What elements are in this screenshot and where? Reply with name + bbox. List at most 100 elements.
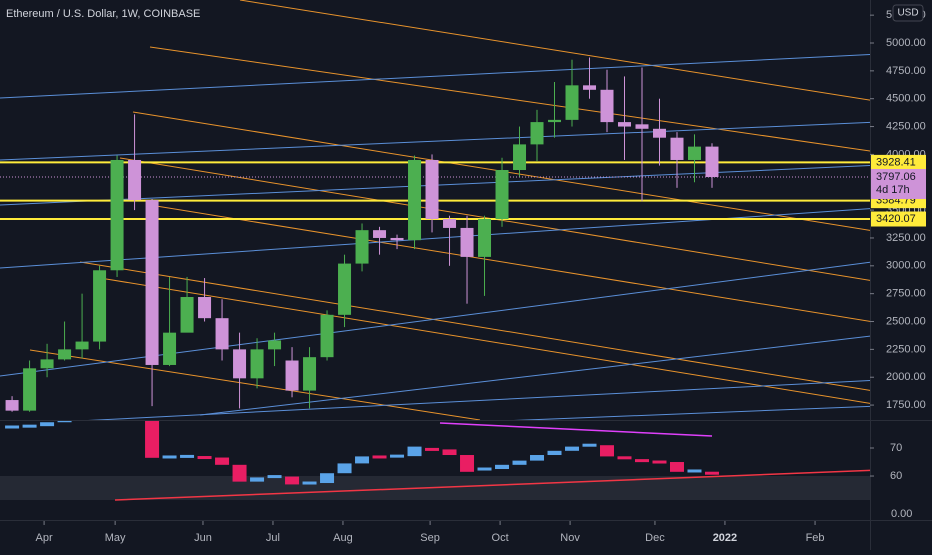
indicator-block: [372, 455, 387, 459]
indicator-block: [704, 471, 719, 475]
candle-body: [705, 146, 719, 178]
indicator-block: [5, 425, 20, 429]
candle-body: [443, 219, 457, 228]
indicator-block: [232, 464, 247, 482]
x-tick-label: Dec: [645, 532, 665, 544]
indicator-block: [547, 450, 562, 456]
x-tick-label: Jul: [266, 532, 280, 544]
indicator-block: [390, 454, 405, 458]
indicator-block: [407, 446, 422, 457]
trend-line: [0, 53, 870, 99]
x-tick-label: Feb: [806, 532, 825, 544]
indicator-block: [582, 443, 597, 447]
indicator-block: [75, 406, 89, 412]
candle-body: [5, 400, 19, 411]
candle-body: [75, 341, 89, 350]
indicator-block: [687, 469, 702, 473]
trend-line: [149, 204, 870, 322]
candle-body: [40, 359, 54, 369]
candle-body: [93, 270, 107, 342]
candle-body: [145, 200, 159, 365]
candle-body: [338, 263, 352, 315]
indicator-block: [512, 460, 527, 465]
price-pane: [0, 0, 870, 420]
candle-body: [355, 230, 369, 264]
indicator-tick-label: 70: [890, 442, 902, 454]
indicator-trend: [114, 469, 870, 501]
candle-body: [233, 349, 247, 379]
indicator-block: [652, 460, 667, 464]
price-badge: [871, 154, 926, 170]
indicator-block: [215, 457, 230, 465]
candle-body: [530, 122, 544, 145]
candle-body: [373, 230, 387, 238]
price-badge-label: 3928.41: [876, 156, 916, 168]
indicator-block: [128, 392, 142, 398]
indicator-block: [180, 454, 195, 458]
x-tick-label: 2022: [713, 532, 737, 544]
candle-body: [163, 332, 177, 365]
candle-body: [635, 124, 649, 129]
candle-body: [565, 85, 579, 120]
indicator-block: [617, 456, 632, 460]
indicator-block: [40, 422, 55, 427]
candle-body: [478, 219, 492, 257]
candle-body: [285, 360, 299, 391]
indicator-block: [355, 456, 370, 464]
trend-line: [239, 0, 870, 101]
candle-body: [58, 349, 72, 360]
y-tick-label: 4750.00: [886, 65, 926, 77]
y-tick-label: 3000.00: [886, 260, 926, 272]
y-tick-label: 5000.00: [886, 37, 926, 49]
y-tick-label: 2000.00: [886, 371, 926, 383]
x-tick-label: Apr: [36, 532, 53, 544]
x-tick-label: Sep: [420, 532, 440, 544]
candle-body: [460, 227, 474, 257]
trend-lines: [0, 0, 870, 420]
indicator-tick-label: 60: [890, 470, 902, 482]
indicator-trend: [439, 422, 713, 437]
candle-body: [180, 297, 194, 333]
candle-body: [652, 128, 666, 138]
x-tick-label: Aug: [333, 532, 353, 544]
last-price-badge: [871, 169, 926, 200]
candle-body: [495, 170, 509, 220]
indicator-block: [145, 421, 160, 458]
y-tick-label: 4500.00: [886, 93, 926, 105]
candle-body: [215, 318, 229, 350]
candle-body: [23, 368, 37, 411]
indicator-block: [495, 464, 510, 470]
candle-body: [618, 122, 632, 127]
trend-line: [0, 121, 870, 161]
currency-badge: [892, 4, 924, 22]
candle-body: [128, 159, 142, 201]
candle-body: [600, 89, 614, 123]
y-tick-label: 2500.00: [886, 315, 926, 327]
x-tick-label: Oct: [492, 532, 509, 544]
axes: 70 60 1750.00 2000.00 2250.00 2500.00 2750.00 3…: [36, 4, 926, 544]
candle-body: [268, 340, 282, 350]
indicator-block: [93, 400, 107, 406]
indicator-block: [302, 481, 317, 485]
trend-line: [99, 277, 870, 404]
x-tick-label: Nov: [560, 532, 580, 544]
candle-body: [513, 144, 527, 171]
y-tick-label: 1750.00: [886, 399, 926, 411]
indicator-block: [337, 463, 352, 474]
candle-body: [548, 119, 562, 123]
indicator-block: [460, 455, 475, 472]
candle-body: [303, 357, 317, 391]
candle-body: [198, 297, 212, 319]
trend-line: [0, 164, 870, 206]
trend-line: [87, 380, 870, 420]
candle-body: [390, 237, 404, 241]
indicator-block: [320, 473, 335, 484]
indicator-block: [197, 456, 212, 460]
y-tick-label: 2250.00: [886, 343, 926, 355]
indicator-pane: [0, 392, 870, 501]
x-tick-label: May: [105, 532, 126, 544]
indicator-block: [442, 449, 457, 456]
candle-body: [250, 349, 264, 379]
indicator-block: [22, 424, 37, 428]
candle-body: [320, 314, 334, 358]
